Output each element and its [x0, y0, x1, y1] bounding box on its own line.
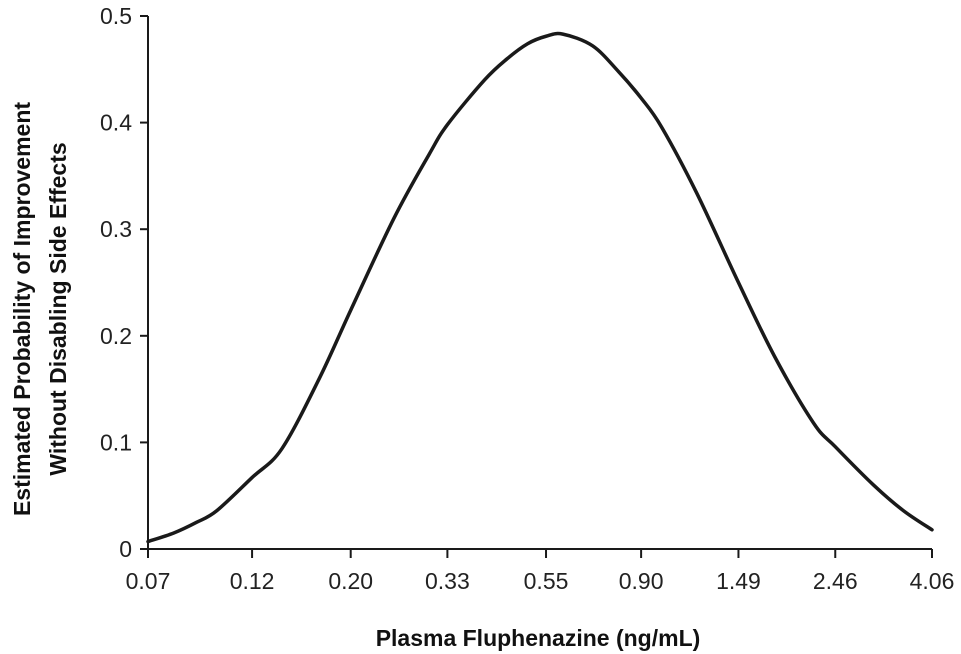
x-tick-label: 0.90	[619, 568, 664, 594]
y-axis-title: Estimated Probability of Improvement Wit…	[9, 102, 71, 516]
x-tick-label: 1.49	[716, 568, 761, 594]
x-tick-label: 0.55	[524, 568, 569, 594]
y-axis: 0 0.1 0.2 0.3 0.4 0.5	[100, 3, 149, 562]
y-tick-label: 0	[119, 536, 132, 562]
y-tick-label: 0.2	[100, 323, 132, 349]
y-tick-label: 0.4	[100, 110, 132, 136]
x-tick-label: 4.06	[910, 568, 955, 594]
y-tick-label: 0.1	[100, 429, 132, 455]
plot-area	[146, 31, 934, 544]
y-tick-label: 0.3	[100, 216, 132, 242]
x-tick-label: 0.07	[126, 568, 171, 594]
x-tick-label: 0.20	[328, 568, 373, 594]
x-axis: 0.07 0.12 0.20 0.33 0.55 0.90 1.49 2.46 4.06	[126, 548, 955, 594]
y-tick-label: 0.5	[100, 3, 132, 29]
x-tick-label: 0.33	[425, 568, 470, 594]
x-tick-label: 2.46	[813, 568, 858, 594]
x-tick-label: 0.12	[230, 568, 275, 594]
series-line	[146, 31, 934, 544]
x-axis-title: Plasma Fluphenazine (ng/mL)	[376, 625, 701, 651]
y-axis-title-line-2: Without Disabling Side Effects	[45, 142, 71, 475]
y-axis-title-line-1: Estimated Probability of Improvement	[9, 102, 35, 516]
